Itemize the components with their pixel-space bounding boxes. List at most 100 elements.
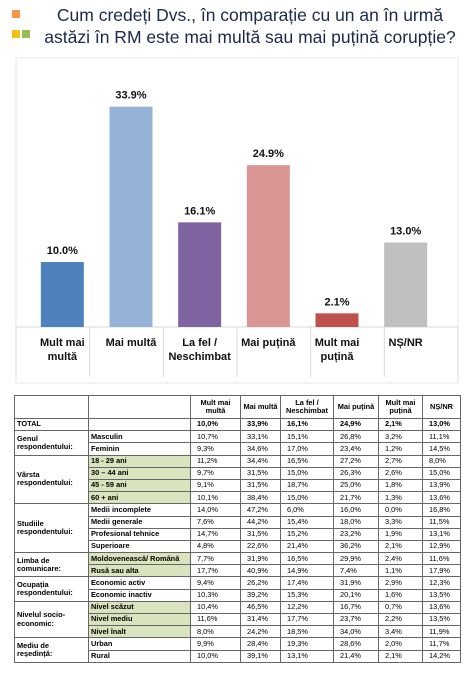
cell: 8,0% — [190, 625, 241, 639]
cell: 40,9% — [240, 564, 281, 578]
cell: 29,9% — [333, 552, 379, 566]
data-label: 13.0% — [390, 226, 421, 238]
cell: 14,7% — [190, 527, 241, 541]
data-row: 30 – 44 ani 9,7% 31,5% 15,0% 26,3% 2,6% 15,0% — [15, 466, 461, 480]
row-label — [88, 417, 191, 432]
cell: 23,4% — [333, 442, 379, 456]
cell: 8,0% — [422, 454, 461, 468]
group-label: Genul respondentului: — [14, 430, 89, 456]
data-label: 10.0% — [47, 245, 78, 257]
cell: 11,1% — [422, 430, 461, 444]
plot-frame — [15, 57, 459, 384]
data-label: 16.1% — [184, 205, 215, 217]
cell: 11,2% — [190, 454, 241, 468]
row-label: Economic inactiv — [88, 588, 191, 602]
cell: 33,1% — [240, 430, 281, 444]
cell: 10,7% — [190, 430, 241, 444]
data-row: 45 - 59 ani 9,1% 31,5% 18,7% 25,0% 1,8% 13,9% — [15, 478, 461, 493]
row-label: 18 - 29 ani — [88, 454, 191, 468]
row-label: Rusă sau alta — [88, 564, 191, 578]
x-tick-label: Mai puțină — [241, 337, 296, 349]
group-label: Vârsta respondentului: — [14, 454, 89, 505]
cell: 15,0% — [280, 491, 334, 505]
data-row: Vârsta respondentului: 18 - 29 ani 11,2% 34… — [14, 454, 461, 505]
row-label: Nivel mediu — [88, 612, 191, 627]
cell: 34,4% — [240, 454, 281, 468]
data-row: Superioare 4,8% 22,6% 21,4% 36,2% 2,1% 12,9% — [15, 539, 461, 554]
cell: 2,4% — [378, 552, 423, 566]
cell: 13,5% — [422, 588, 461, 602]
data-label: 2.1% — [324, 296, 349, 308]
data-row: Studiile respondentului: Medii incomplete… — [14, 503, 461, 554]
cell: 16,5% — [280, 454, 334, 468]
bar — [246, 165, 290, 327]
cell: 21,7% — [333, 491, 379, 505]
data-row: Nivel mediu 11,6% 31,4% 17,7% 23,7% 2,2% 13,5% — [15, 612, 461, 627]
row-label: Moldovenească/ Română — [88, 552, 191, 566]
cell: 2,9% — [378, 576, 423, 590]
cell: 20,1% — [333, 588, 379, 602]
cell: 2,1% — [378, 539, 423, 554]
row-label: Economic activ — [88, 576, 191, 590]
cell: 39,1% — [240, 649, 281, 663]
row-label: Urban — [88, 637, 191, 651]
cell: 15,0% — [280, 466, 334, 480]
row-label: Superioare — [88, 539, 191, 554]
cell: 9,7% — [190, 466, 241, 480]
data-row: Ocupația respondentului: Economic activ 9,… — [14, 576, 461, 602]
bar — [315, 313, 359, 327]
cell: 7,7% — [190, 552, 241, 566]
data-row: Limba de comunicare: Moldovenească/ Român… — [14, 552, 461, 578]
data-row: Nivel înalt 8,0% 24,2% 18,5% 34,0% 3,4% 11,9% — [15, 625, 461, 639]
cell: 3,3% — [378, 515, 423, 529]
row-label: Nivel înalt — [88, 625, 191, 639]
header-cell — [88, 395, 191, 419]
cell: 2,1% — [378, 649, 423, 663]
cell: 1,8% — [378, 478, 423, 493]
cell: 4,8% — [190, 539, 241, 554]
cell: 18,5% — [280, 625, 334, 639]
row-label: Nivel scăzut — [88, 600, 191, 615]
cell: 27,2% — [333, 454, 379, 468]
cell: 13,9% — [422, 478, 461, 493]
cell: 22,6% — [240, 539, 281, 554]
cell: 15,1% — [280, 430, 334, 444]
cell: 0,7% — [378, 600, 423, 615]
cell: 16,1% — [280, 417, 334, 432]
cell: 15,0% — [422, 466, 461, 480]
cell: 10,4% — [190, 600, 241, 615]
cell: 34,6% — [240, 442, 281, 456]
cell: 31,9% — [240, 552, 281, 566]
header-cell: NȘ/NR — [422, 395, 461, 419]
cell: 28,6% — [333, 637, 379, 651]
cell: 13,6% — [422, 491, 461, 505]
cell: 16,7% — [333, 600, 379, 615]
cell: 31,5% — [240, 527, 281, 541]
data-row: Rural 10,0% 39,1% 13,1% 21,4% 2,1% 14,2% — [15, 649, 461, 663]
cell: 13,1% — [280, 649, 334, 663]
data-label: 24.9% — [253, 148, 284, 160]
header-cell — [14, 395, 89, 419]
data-row: Genul respondentului: Masculin 10,7% 33,1% 1… — [14, 430, 461, 456]
cell: 1,6% — [378, 588, 423, 602]
cell: 17,9% — [422, 564, 461, 578]
x-tick-label: Mult mai puțină — [314, 337, 360, 363]
cell: 16,8% — [422, 503, 461, 517]
data-row: Nivelul socio-economic: Nivel scăzut 10,4%… — [14, 600, 461, 639]
row-label: Medii incomplete — [88, 503, 191, 517]
cell: 10,1% — [190, 491, 241, 505]
cell: 21,4% — [333, 649, 379, 663]
row-label: Profesional tehnice — [88, 527, 191, 541]
group-label: Ocupația respondentului: — [14, 576, 89, 602]
cell: 10,3% — [190, 588, 241, 602]
row-label: 30 – 44 ani — [88, 466, 191, 480]
row-label: Masculin — [88, 430, 191, 444]
data-row: 60 + ani 10,1% 38,4% 15,0% 21,7% 1,3% 13,6% — [15, 491, 461, 505]
header-cell: Mai puțină — [333, 395, 379, 419]
cell: 24,2% — [240, 625, 281, 639]
cell: 21,4% — [280, 539, 334, 554]
x-tick-label: La fel / Neschimbat — [168, 337, 231, 363]
cell: 11,6% — [422, 552, 461, 566]
header-row: Mult mai multă Mai multă La fel / Neschimb… — [14, 395, 461, 419]
bar — [40, 262, 84, 327]
